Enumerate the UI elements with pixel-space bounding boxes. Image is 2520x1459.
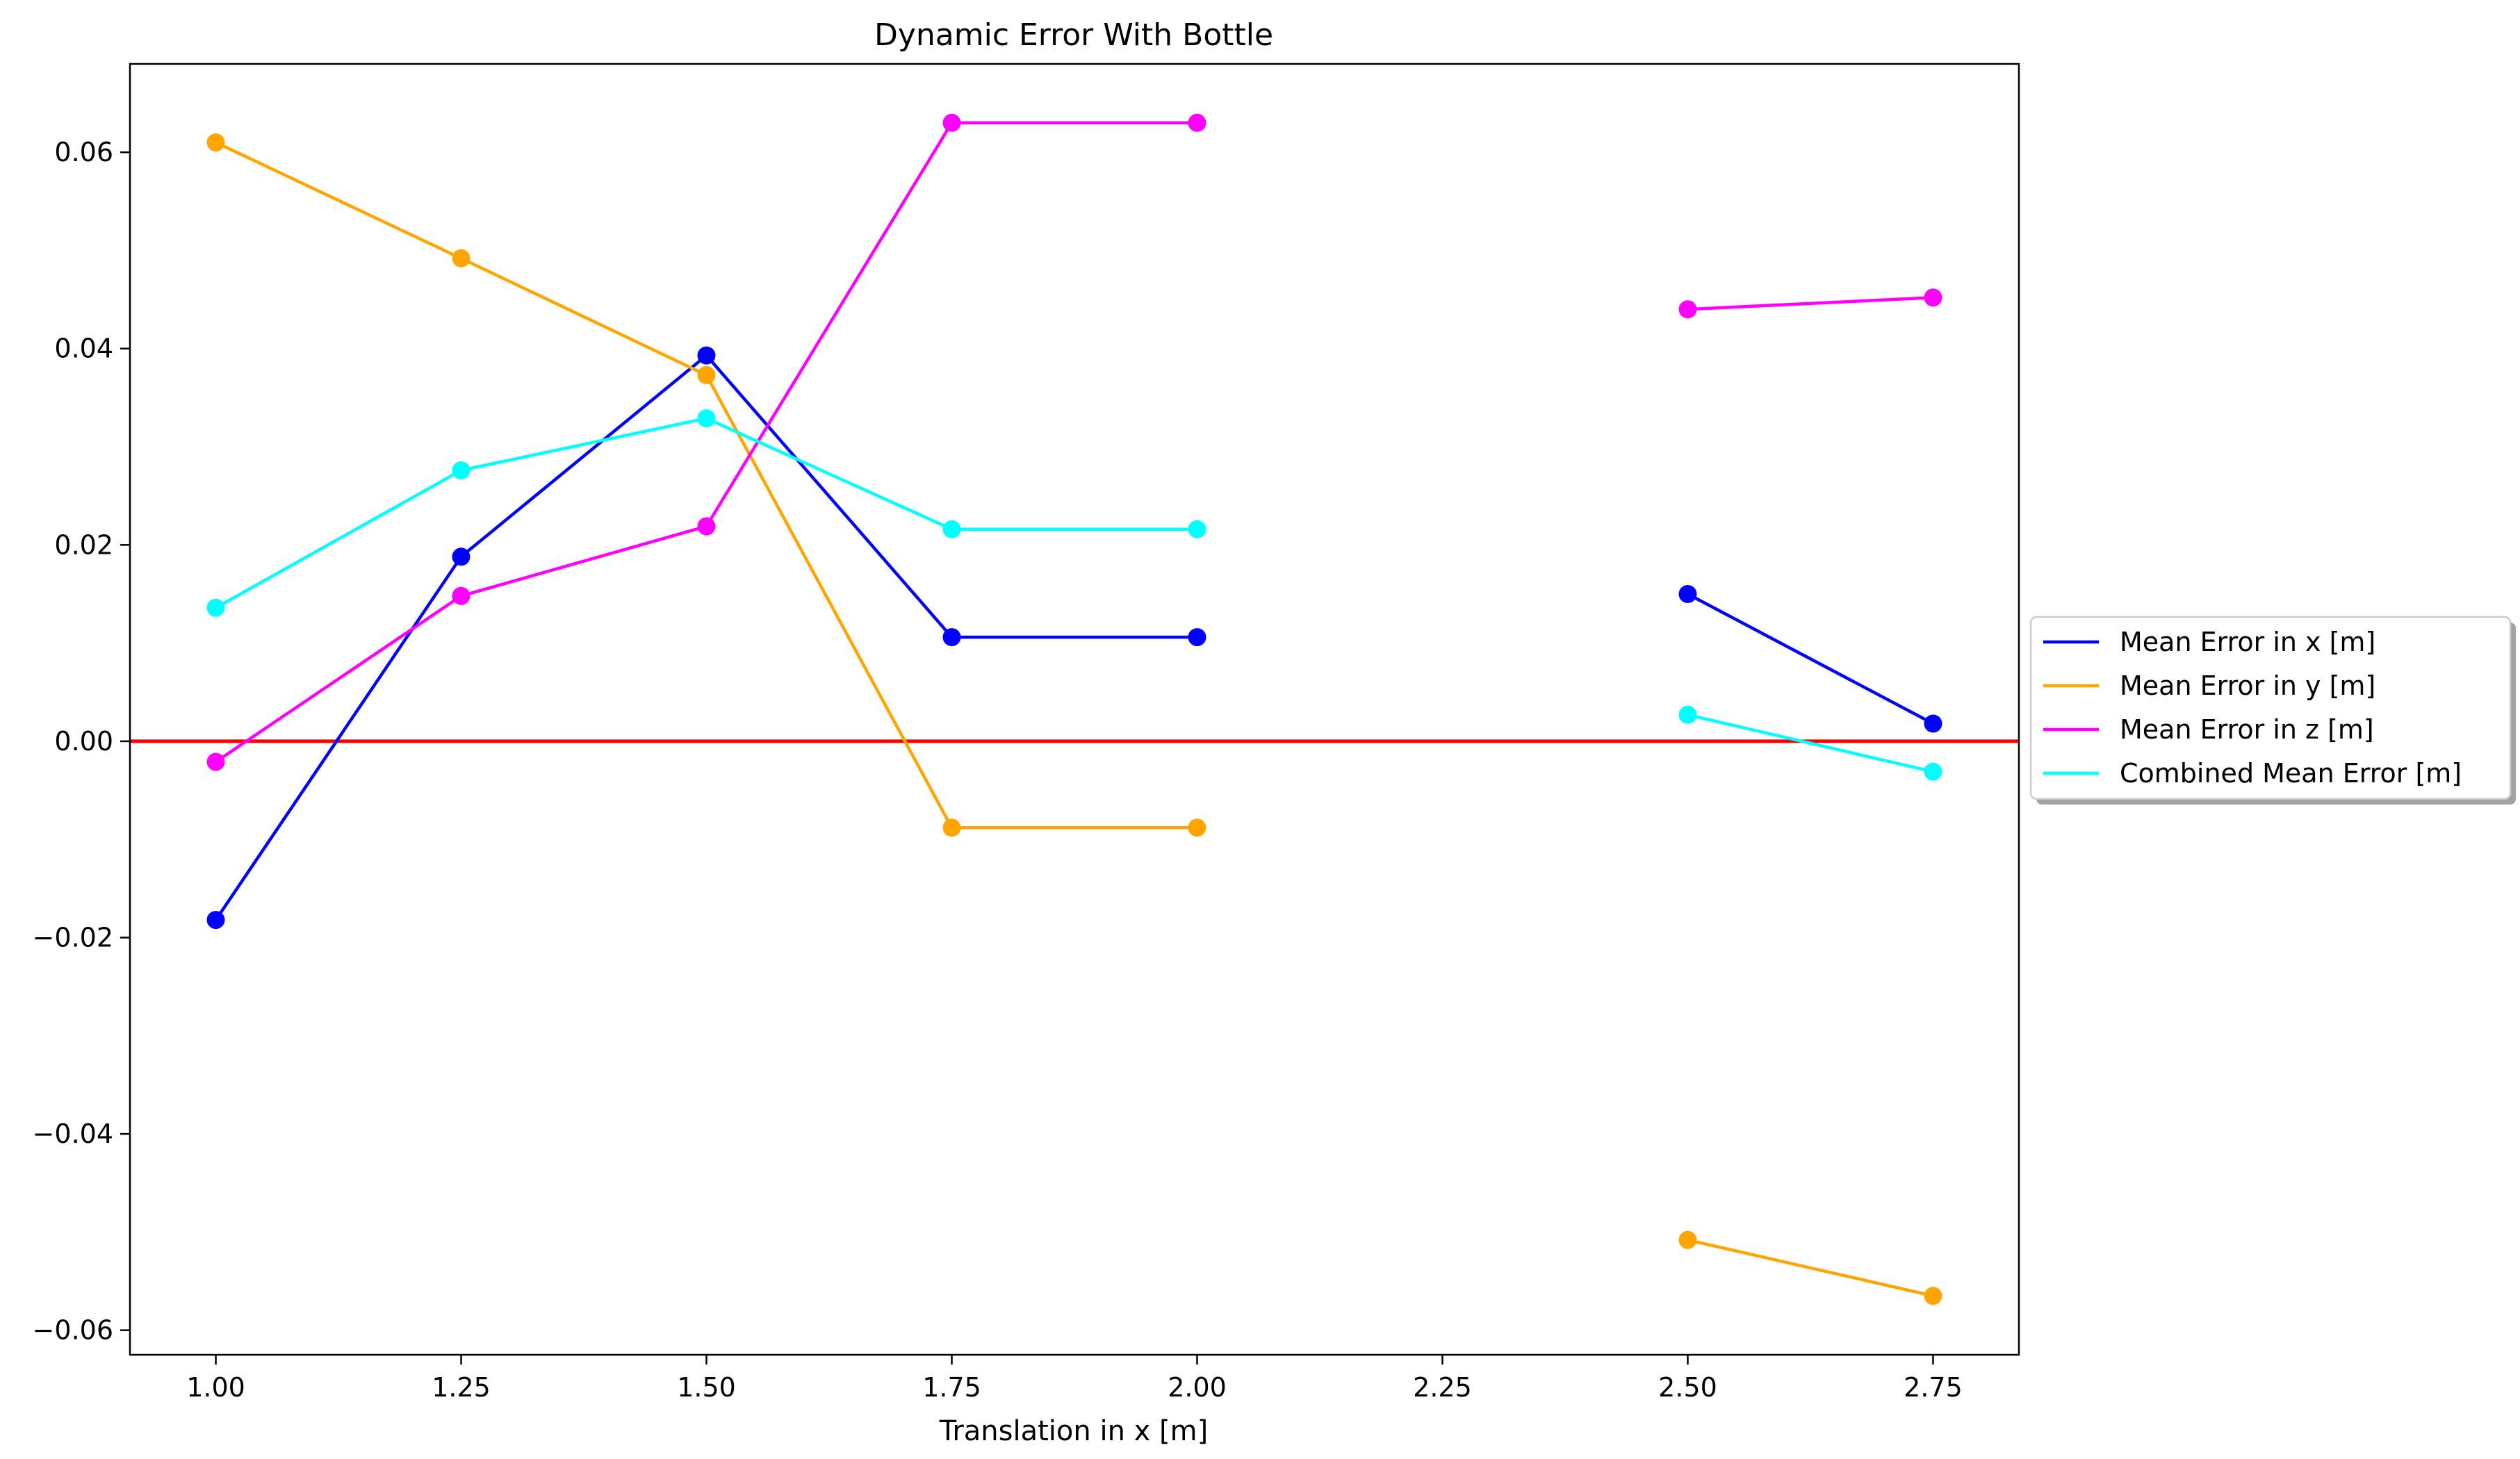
legend-label-0: Mean Error in x [m] xyxy=(2120,627,2375,657)
plot-area xyxy=(130,113,2019,1305)
x-tick-label-1: 1.25 xyxy=(432,1372,491,1403)
series-3-point-0-0 xyxy=(206,598,225,617)
series-2-point-0-0 xyxy=(206,752,225,771)
series-1-point-0-4 xyxy=(1188,818,1206,837)
series-3-point-0-4 xyxy=(1188,520,1206,538)
series-2-point-1-0 xyxy=(1678,300,1697,319)
series-1-point-0-3 xyxy=(942,818,961,837)
axes-frame xyxy=(129,63,2020,1356)
series-1-point-0-2 xyxy=(697,365,716,384)
series-1-line-segment-1 xyxy=(1687,1238,1934,1298)
x-tick-label-2: 1.50 xyxy=(677,1372,736,1403)
series-0-point-1-1 xyxy=(1924,714,1942,733)
y-tick-label-1: −0.04 xyxy=(33,1119,113,1149)
series-3-line-segment-1 xyxy=(1687,713,1934,773)
series-3-point-0-3 xyxy=(942,520,961,538)
series-2-point-0-3 xyxy=(942,113,961,132)
y-tick-label-6: 0.06 xyxy=(54,137,113,167)
x-tick-label-4: 2.00 xyxy=(1168,1372,1227,1403)
series-2-point-1-1 xyxy=(1924,288,1942,307)
legend-box xyxy=(2029,616,2512,800)
series-2-point-0-4 xyxy=(1188,113,1206,132)
series-1-point-0-1 xyxy=(452,249,471,267)
series-0-point-0-0 xyxy=(206,911,225,930)
y-tick-label-3: 0.00 xyxy=(54,726,113,757)
legend-label-2: Mean Error in z [m] xyxy=(2120,714,2374,745)
series-1-point-1-1 xyxy=(1924,1287,1942,1305)
series-1-point-1-0 xyxy=(1678,1230,1697,1249)
y-tick-label-4: 0.02 xyxy=(54,529,113,560)
x-tick-label-5: 2.25 xyxy=(1413,1372,1472,1403)
series-0-point-0-4 xyxy=(1188,628,1206,647)
y-tick-label-0: −0.06 xyxy=(33,1315,113,1346)
x-axis-label: Translation in x [m] xyxy=(939,1415,1208,1447)
chart-title: Dynamic Error With Bottle xyxy=(874,17,1273,53)
series-3-point-1-0 xyxy=(1678,705,1697,724)
axes: 1.00 1.25 1.50 1.75 2.00 2.25 2.50 2.75 −0.06 −0.… xyxy=(33,63,2020,1403)
series-0-point-1-0 xyxy=(1678,585,1697,603)
x-tick-label-7: 2.75 xyxy=(1904,1372,1963,1403)
series-0-point-0-2 xyxy=(697,346,716,365)
series-2-line-segment-1 xyxy=(1687,296,1933,311)
series-2-point-0-1 xyxy=(452,586,471,605)
x-tick-label-3: 1.75 xyxy=(922,1372,981,1403)
legend-label-3: Combined Mean Error [m] xyxy=(2120,758,2462,789)
series-3-point-0-1 xyxy=(452,461,471,479)
series-1-point-0-0 xyxy=(206,133,225,151)
series-3-point-1-1 xyxy=(1924,762,1942,781)
y-tick-label-2: −0.02 xyxy=(33,923,113,953)
series-3-point-0-2 xyxy=(697,409,716,428)
series-0-point-0-1 xyxy=(452,547,471,566)
series-0-point-0-3 xyxy=(942,628,961,647)
y-tick-label-5: 0.04 xyxy=(54,333,113,364)
x-tick-label-6: 2.50 xyxy=(1658,1372,1717,1403)
x-tick-label-0: 1.00 xyxy=(186,1372,245,1403)
series-2-point-0-2 xyxy=(697,517,716,536)
legend: Mean Error in x [m] Mean Error in y [m] Me… xyxy=(2029,616,2516,805)
legend-label-1: Mean Error in y [m] xyxy=(2120,670,2375,701)
series-0-line-segment-1 xyxy=(1687,593,1934,725)
